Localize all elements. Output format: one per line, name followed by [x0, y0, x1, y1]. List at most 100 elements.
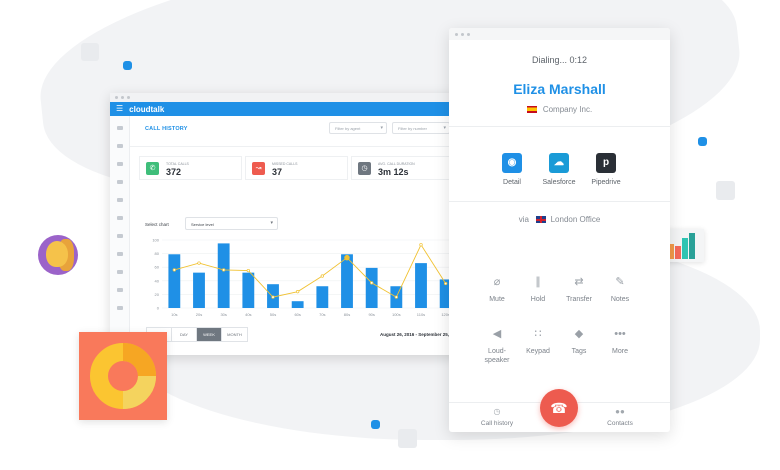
control-label: Hold: [530, 296, 546, 303]
control-label: Keypad: [526, 348, 550, 355]
salesforce-button[interactable]: ☁ Salesforce: [529, 153, 589, 186]
keypad-button[interactable]: ∷ Keypad: [513, 327, 563, 356]
y-tick-label: 60: [155, 265, 160, 270]
call-history-tab[interactable]: ◷ Call history: [467, 407, 527, 427]
mini-bar: [682, 238, 688, 259]
sidebar-icon[interactable]: [117, 144, 123, 148]
chart-bar: [168, 254, 181, 308]
dashboard-sidebar: [110, 116, 130, 355]
contacts-tab[interactable]: ●● Contacts: [590, 407, 650, 427]
control-label: Mute: [489, 296, 505, 303]
line-point: [197, 261, 201, 265]
chart-bar: [316, 286, 329, 308]
sidebar-icon[interactable]: [117, 270, 123, 274]
hangup-icon: ☎: [550, 400, 568, 416]
window-dot: [455, 32, 458, 36]
x-tick-label: 70s: [319, 312, 325, 317]
chart-bar: [291, 301, 304, 308]
window-dot: [127, 96, 130, 99]
x-tick-label: 60s: [294, 312, 300, 317]
filter-by-number-select[interactable]: Filter by number: [392, 122, 450, 134]
line-point: [296, 290, 300, 294]
line-point: [320, 274, 324, 278]
x-tick-label: 40s: [245, 312, 251, 317]
line-point: [172, 268, 176, 272]
x-tick-label: 100s: [392, 312, 401, 317]
pipedrive-icon: p: [596, 153, 616, 173]
tags-button[interactable]: ◆ Tags: [554, 327, 604, 356]
chart-bar: [439, 279, 452, 308]
range-tab[interactable]: [147, 328, 172, 341]
hold-button[interactable]: ∥ Hold: [513, 275, 563, 304]
pipedrive-button[interactable]: p Pipedrive: [576, 153, 636, 186]
uk-flag-icon: [535, 216, 546, 223]
window-dot: [121, 96, 124, 99]
person-icon: ◉: [502, 153, 522, 173]
stat-avg-duration: ◷ AVG. CALL DURATION 3m 12s: [351, 156, 454, 180]
sidebar-icon[interactable]: [117, 198, 123, 202]
more-button[interactable]: ••• More: [595, 327, 645, 356]
sidebar-icon[interactable]: [117, 162, 123, 166]
line-point: [344, 254, 350, 261]
sidebar-icon[interactable]: [117, 288, 123, 292]
sidebar-icon[interactable]: [117, 216, 123, 220]
control-label: Tags: [571, 348, 587, 355]
range-tab-day[interactable]: DAY: [172, 328, 197, 341]
stat-value: 372: [166, 167, 182, 177]
service-level-line: [174, 243, 447, 298]
office-name[interactable]: London Office: [550, 215, 601, 224]
chart-type-select[interactable]: Service level: [185, 217, 278, 230]
notes-button[interactable]: ✎ Notes: [595, 275, 645, 304]
dashboard-navbar: ☰ cloudtalk: [110, 102, 462, 116]
avatar-face: [46, 241, 68, 267]
x-tick-label: 90s: [368, 312, 374, 317]
divider: [449, 126, 670, 127]
decor-square: [81, 43, 99, 61]
stat-label: AVG. CALL DURATION: [378, 162, 415, 166]
tag-icon: ◆: [574, 328, 584, 340]
company-name: Company Inc.: [542, 105, 593, 114]
stat-total-calls: ✆ TOTAL CALLS 372: [139, 156, 242, 180]
y-tick-label: 40: [155, 278, 160, 283]
donut-chart: [90, 343, 156, 409]
mute-button[interactable]: ⌀ Mute: [472, 275, 522, 304]
sidebar-icon[interactable]: [117, 252, 123, 256]
sidebar-icon[interactable]: [117, 180, 123, 184]
donut-chart-card: [79, 332, 167, 420]
clock-icon: ◷: [493, 407, 501, 416]
sidebar-icon[interactable]: [117, 306, 123, 310]
control-label: Transfer: [566, 296, 592, 303]
sidebar-icon[interactable]: [117, 126, 123, 130]
y-tick-label: 100: [152, 238, 159, 243]
window-titlebar: [449, 28, 670, 40]
service-level-chart: 0 20 40 60 80 100 10s 20s 30s 40s 50s 60s 70s 80s 90s 1…: [152, 238, 458, 317]
window-dot: [467, 32, 470, 36]
divider: [449, 201, 670, 202]
hamburger-icon[interactable]: ☰: [116, 104, 124, 113]
sidebar-icon[interactable]: [117, 234, 123, 238]
x-tick-label: 120s: [441, 312, 450, 317]
detail-button[interactable]: ◉ Detail: [482, 153, 542, 186]
range-tab-month[interactable]: MONTH: [227, 332, 242, 337]
integration-label: Pipedrive: [591, 179, 621, 186]
hangup-button[interactable]: ☎: [540, 389, 578, 427]
line-point: [419, 243, 423, 247]
logo: cloudtalk: [129, 104, 165, 114]
pause-icon: ∥: [535, 276, 541, 288]
range-tab-week[interactable]: WEEK: [197, 328, 222, 341]
donut-hole: [109, 362, 137, 390]
caller-company: Company Inc.: [449, 105, 670, 114]
line-point: [222, 268, 226, 272]
loudspeaker-button[interactable]: ◀ Loud- speaker: [472, 327, 522, 365]
stat-value: 37: [272, 167, 283, 177]
call-status: Dialing... 0:12: [531, 55, 588, 65]
filter-by-agent-select[interactable]: Filter by agent: [329, 122, 387, 134]
date-range[interactable]: August 26, 2016 - September 25, 20: [380, 332, 456, 337]
transfer-button[interactable]: ⇄ Transfer: [554, 275, 604, 304]
clock-icon: ◷: [358, 162, 371, 175]
pencil-icon: ✎: [615, 276, 625, 288]
phone-call-panel: Dialing... 0:12 Eliza Marshall Company I…: [449, 28, 670, 432]
x-tick-label: 50s: [270, 312, 276, 317]
decor-square: [123, 61, 132, 70]
line-point: [394, 295, 398, 299]
